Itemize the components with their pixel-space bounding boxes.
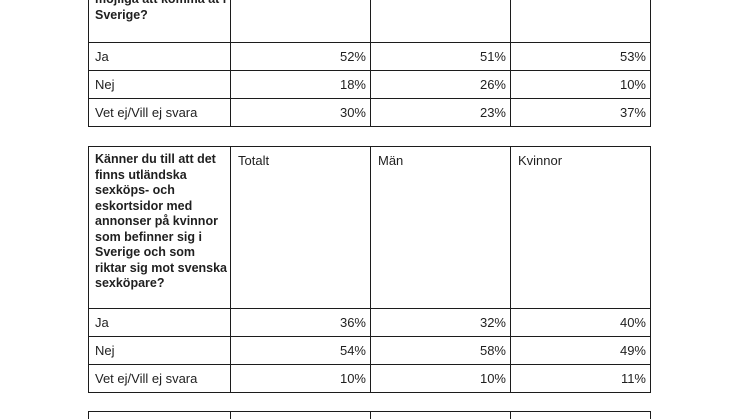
value-women: 37% (510, 98, 651, 127)
value-men: 32% (370, 308, 511, 337)
table-row: Vet ej/Vill ej svara 10% 10% 11% (88, 364, 651, 393)
table-1-clip-region: möjliga att komma åt i Sverige? Ja 52% 5… (88, 0, 746, 128)
question-text-partial: möjliga att komma åt i Sverige? (88, 0, 231, 43)
header-cell-man: Män (370, 146, 511, 309)
value-men: 26% (370, 70, 511, 99)
answer-label: Ja (88, 42, 231, 71)
value-women: 11% (510, 364, 651, 393)
table-row: Ja 52% 51% 53% (88, 42, 651, 71)
table-row: Ja 36% 32% 40% (88, 308, 651, 337)
header-cell-kvinnor: Kvinnor (510, 146, 651, 309)
stub-cell (230, 411, 371, 419)
survey-table-1: möjliga att komma åt i Sverige? Ja 52% 5… (88, 0, 651, 127)
value-total: 18% (230, 70, 371, 99)
table-row (88, 411, 651, 419)
table-row: Vet ej/Vill ej svara 30% 23% 37% (88, 98, 651, 127)
value-women: 53% (510, 42, 651, 71)
header-cell-empty (370, 0, 511, 43)
answer-label: Vet ej/Vill ej svara (88, 364, 231, 393)
value-men: 10% (370, 364, 511, 393)
value-women: 49% (510, 336, 651, 365)
survey-table-2: Känner du till att det finns utländska s… (88, 146, 651, 393)
value-total: 54% (230, 336, 371, 365)
table-row: möjliga att komma åt i Sverige? (88, 0, 651, 43)
value-men: 58% (370, 336, 511, 365)
header-cell-totalt: Totalt (230, 146, 371, 309)
value-total: 52% (230, 42, 371, 71)
question-text: Känner du till att det finns utländska s… (88, 146, 231, 309)
survey-table-3 (88, 411, 651, 419)
value-men: 23% (370, 98, 511, 127)
value-total: 36% (230, 308, 371, 337)
header-cell-empty (230, 0, 371, 43)
header-cell-empty (510, 0, 651, 43)
value-men: 51% (370, 42, 511, 71)
table-row: Känner du till att det finns utländska s… (88, 146, 651, 309)
stub-cell (510, 411, 651, 419)
value-total: 10% (230, 364, 371, 393)
value-women: 40% (510, 308, 651, 337)
answer-label: Nej (88, 336, 231, 365)
table-row: Nej 18% 26% 10% (88, 70, 651, 99)
answer-label: Nej (88, 70, 231, 99)
value-total: 30% (230, 98, 371, 127)
answer-label: Vet ej/Vill ej svara (88, 98, 231, 127)
stub-cell (88, 411, 231, 419)
answer-label: Ja (88, 308, 231, 337)
stub-cell (370, 411, 511, 419)
value-women: 10% (510, 70, 651, 99)
table-row: Nej 54% 58% 49% (88, 336, 651, 365)
